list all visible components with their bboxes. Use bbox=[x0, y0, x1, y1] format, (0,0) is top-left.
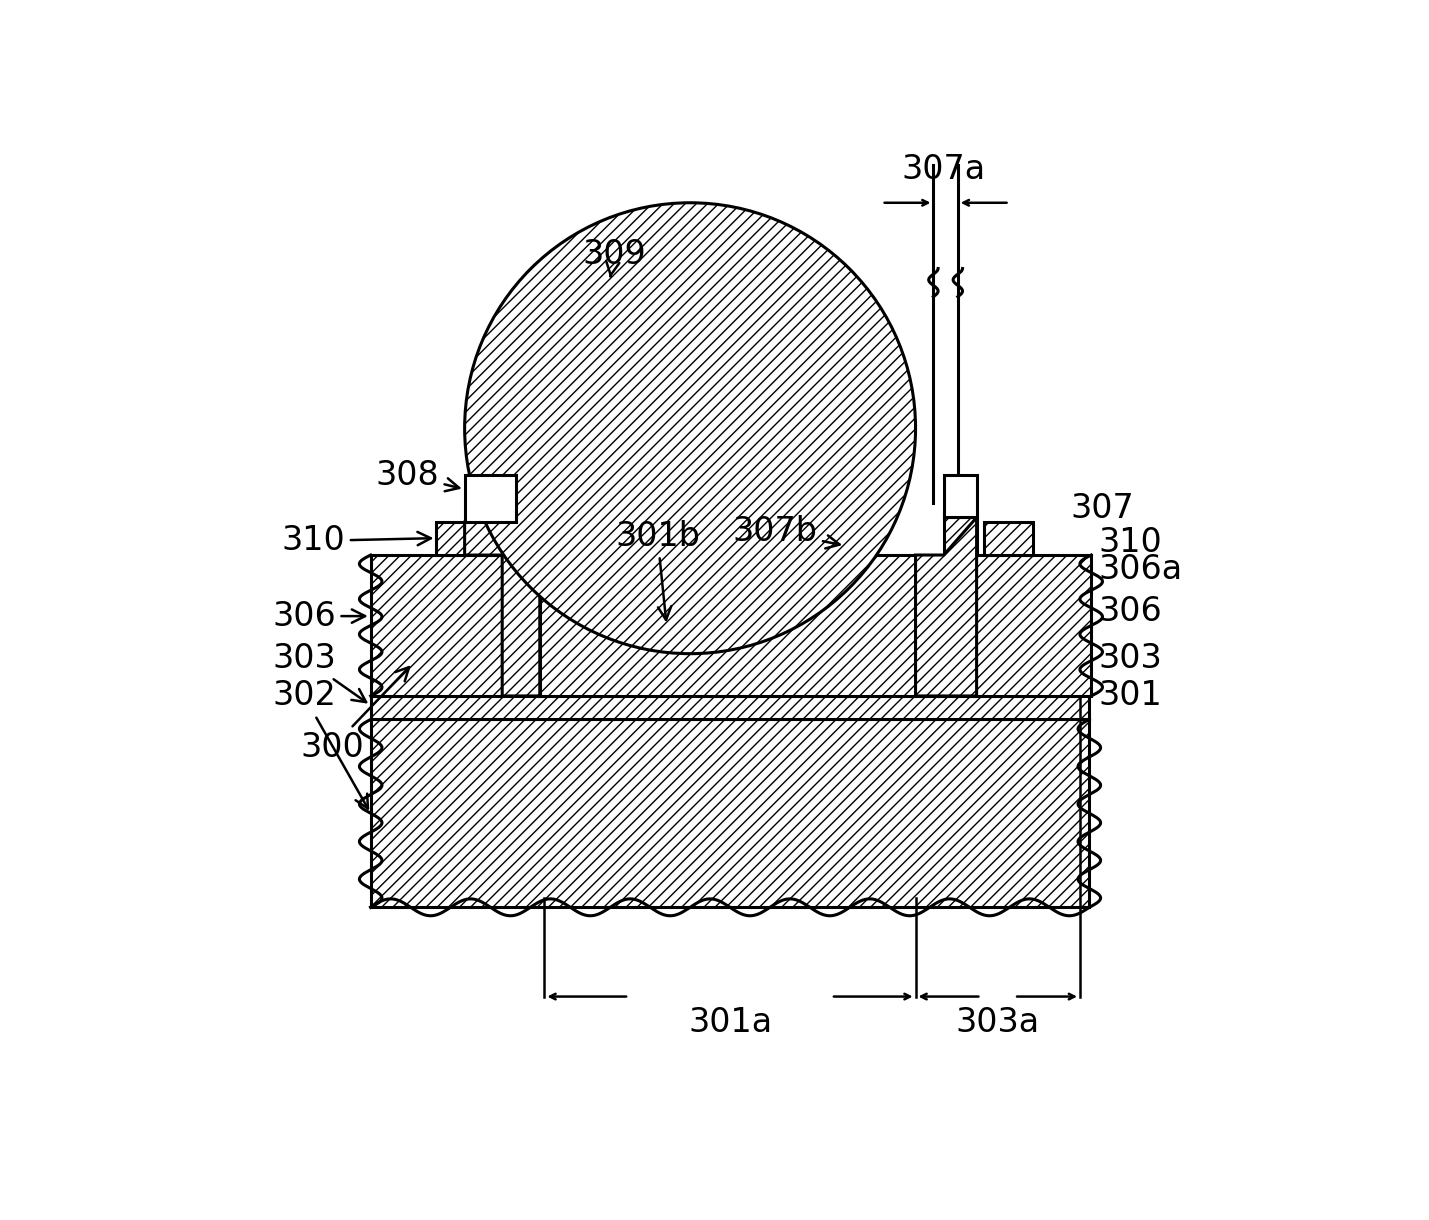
Text: 306: 306 bbox=[1099, 595, 1162, 628]
Bar bbox=[943, 517, 976, 555]
Polygon shape bbox=[464, 522, 540, 695]
Text: 307b: 307b bbox=[733, 515, 840, 549]
Text: 306a: 306a bbox=[1099, 553, 1183, 586]
Text: 303: 303 bbox=[1099, 642, 1162, 675]
Text: 310: 310 bbox=[1099, 526, 1162, 559]
Bar bbox=[985, 522, 1033, 555]
Bar bbox=[464, 476, 516, 522]
Bar bbox=[436, 522, 502, 555]
Circle shape bbox=[464, 203, 916, 654]
Text: 301b: 301b bbox=[614, 520, 700, 620]
Text: 310: 310 bbox=[282, 525, 432, 558]
Bar bbox=[943, 555, 1092, 695]
Bar bbox=[540, 555, 939, 695]
Text: 307: 307 bbox=[1070, 492, 1135, 525]
Bar bbox=[943, 476, 976, 517]
Text: 307a: 307a bbox=[902, 154, 986, 187]
Text: 301a: 301a bbox=[687, 1006, 772, 1039]
Bar bbox=[370, 695, 1089, 720]
Text: 308: 308 bbox=[376, 459, 459, 492]
Text: 302: 302 bbox=[272, 680, 367, 809]
Polygon shape bbox=[916, 517, 976, 695]
Text: 300: 300 bbox=[300, 667, 409, 764]
Bar bbox=[370, 555, 502, 695]
Text: 309: 309 bbox=[582, 238, 646, 277]
Text: 306: 306 bbox=[272, 599, 366, 633]
Text: 301: 301 bbox=[1099, 680, 1162, 712]
Text: 303: 303 bbox=[272, 642, 366, 703]
Text: 303a: 303a bbox=[956, 1006, 1040, 1039]
Bar bbox=[370, 720, 1089, 908]
